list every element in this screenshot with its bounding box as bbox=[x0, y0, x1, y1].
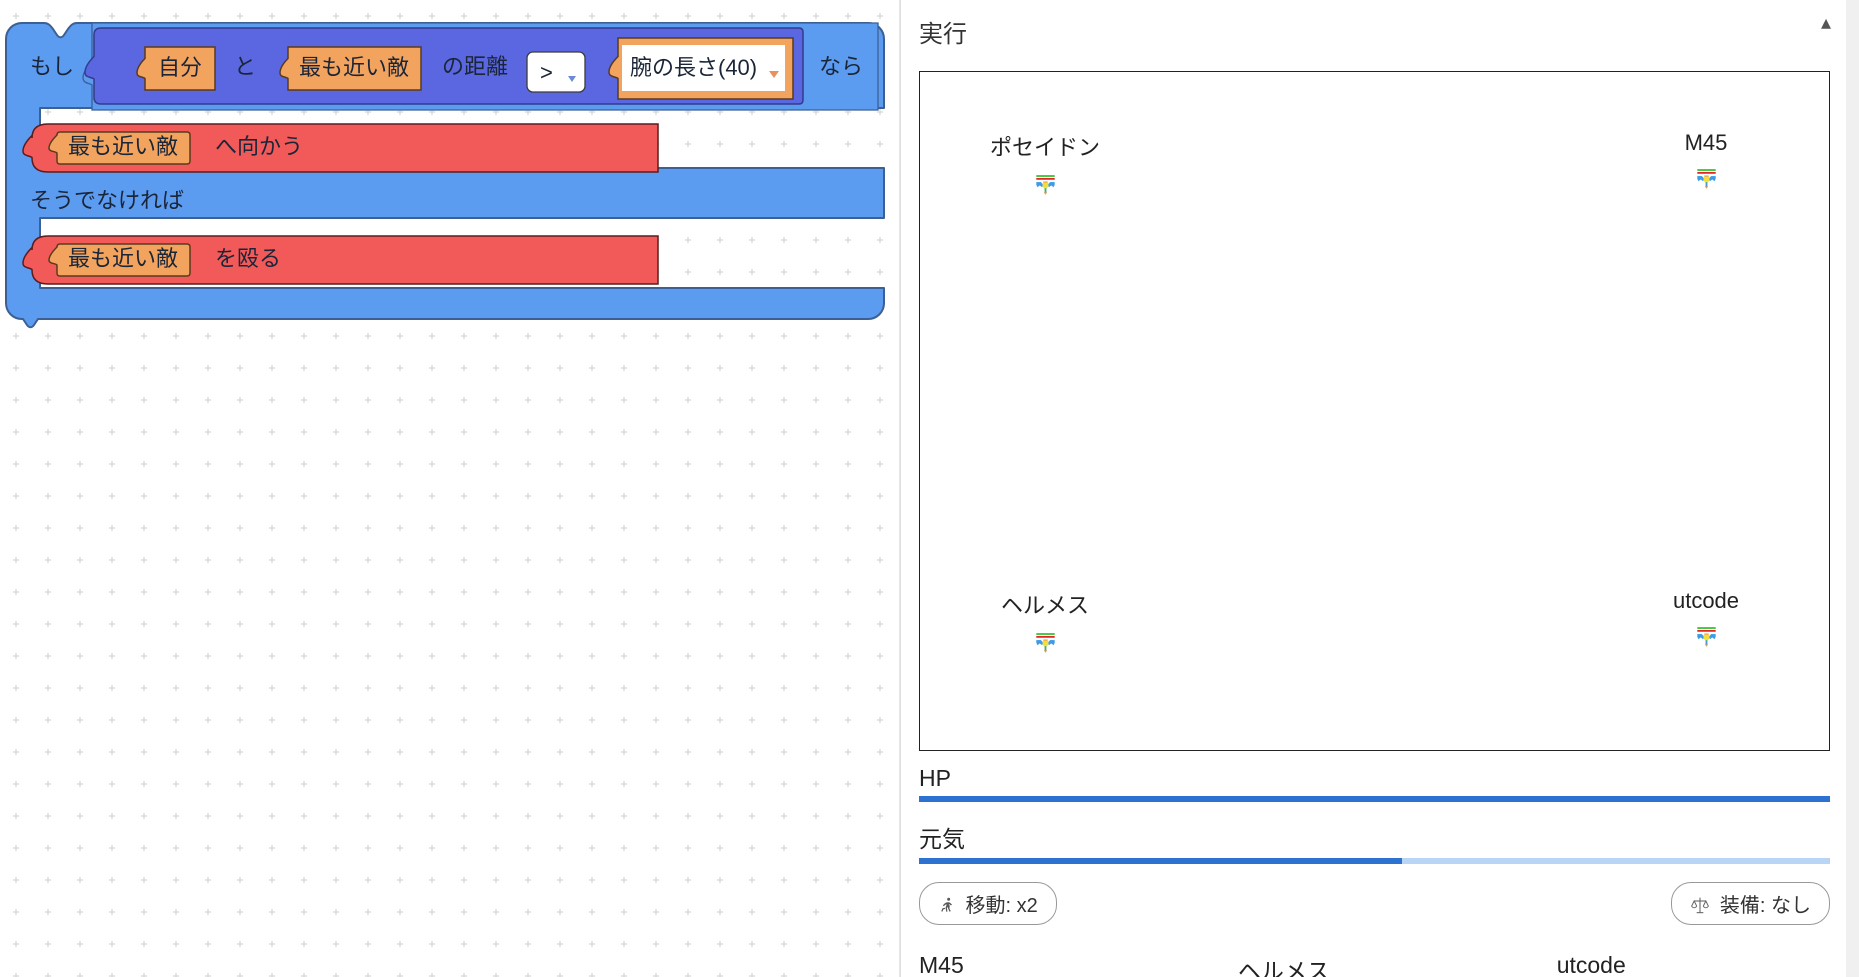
svg-text:腕の長さ(40): 腕の長さ(40) bbox=[630, 55, 757, 80]
svg-text:最も近い敵: 最も近い敵 bbox=[68, 134, 178, 159]
svg-text:>: > bbox=[540, 60, 553, 85]
svg-text:の距離: の距離 bbox=[442, 54, 508, 79]
svg-text:へ向かう: へ向かう bbox=[215, 134, 303, 159]
svg-text:なら: なら bbox=[819, 54, 863, 79]
svg-text:そうでなければ: そうでなければ bbox=[30, 188, 184, 213]
svg-text:を殴る: を殴る bbox=[215, 246, 281, 271]
svg-text:最も近い敵: 最も近い敵 bbox=[299, 55, 409, 80]
svg-text:最も近い敵: 最も近い敵 bbox=[68, 246, 178, 271]
svg-text:自分: 自分 bbox=[158, 55, 202, 80]
svg-text:もし: もし bbox=[30, 54, 74, 79]
svg-text:と: と bbox=[234, 54, 256, 79]
